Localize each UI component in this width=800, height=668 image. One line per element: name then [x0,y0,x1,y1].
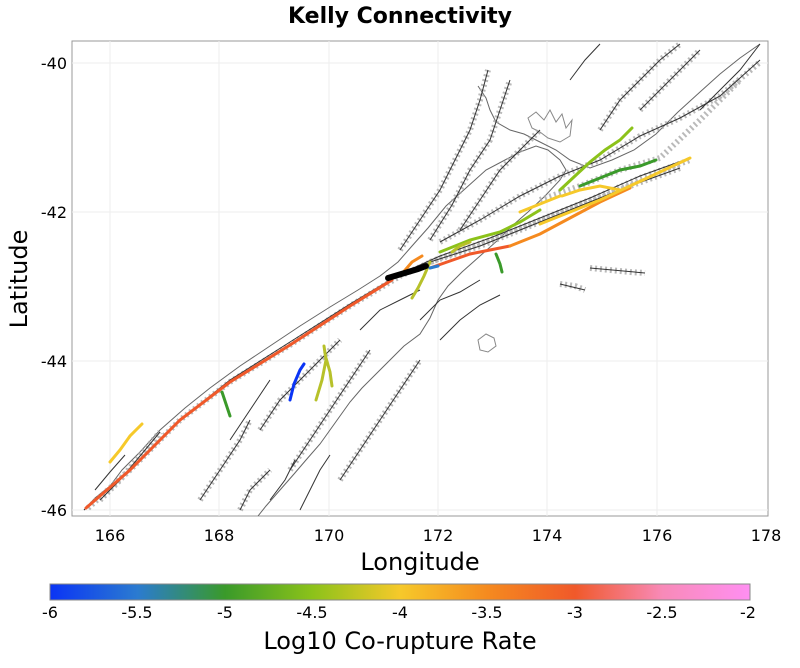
trace-cant-4 [229,379,271,441]
cb-tick-3: -4.5 [296,603,327,622]
x-tick-174: 174 [532,526,563,545]
x-tick-170: 170 [314,526,345,545]
surface-awatere [539,77,743,203]
trace-fiord-2 [94,454,126,491]
cb-tick-0: -6 [42,603,58,622]
y-axis-ticks: -40 -42 -44 -46 [41,54,67,520]
trace-ni-2 [639,49,701,111]
x-tick-168: 168 [204,526,235,545]
y-tick-44: -44 [41,352,67,371]
x-tick-178: 178 [751,526,782,545]
trace-otago-2 [239,469,271,511]
trace-cant-6 [419,279,481,321]
rupture-green-4 [494,252,504,274]
x-tick-176: 176 [642,526,673,545]
trace-otago-4 [269,459,296,501]
rupture-blue-1 [288,362,306,402]
rupture-green-3 [578,158,658,188]
x-tick-172: 172 [423,526,454,545]
trace-cant-2 [289,349,371,471]
chart-title: Kelly Connectivity [288,4,512,29]
rupture-yellow-1 [538,156,692,226]
trace-ni-4 [699,43,761,111]
cb-tick-6: -3 [567,603,583,622]
source-rupture [385,263,429,281]
trace-otago-1 [199,419,251,501]
x-axis-label: Longitude [360,548,479,576]
rupture-yellow-3 [108,422,144,464]
rupture-olive-3 [324,356,334,388]
x-tick-166: 166 [95,526,126,545]
corupture-faults [84,126,692,510]
trace-ni-3 [569,43,601,81]
trace-nw-2 [429,79,511,241]
trace-cant-1 [259,339,341,431]
rupture-yellow-2 [518,194,562,214]
banks-peninsula [477,333,497,353]
rupture-blue-2 [428,264,440,270]
plot-area [71,40,769,517]
trace-otago-3 [299,454,331,511]
cb-tick-1: -5.5 [121,603,152,622]
trace-nw-1 [399,69,489,251]
y-tick-46: -46 [41,501,67,520]
rupture-olive-2 [314,344,328,402]
rupture-green-1 [438,208,542,254]
coastline [83,145,567,516]
rupture-yellow-4 [560,184,622,198]
trace-nw-3 [459,129,541,231]
surface-offshore-2 [559,281,587,293]
trace-cant-3 [339,359,421,481]
rupture-alpine-north [428,244,512,270]
rupture-orange-1 [508,186,632,248]
marlborough-sounds [527,108,573,143]
trace-offshore-2 [559,283,586,291]
rupture-olive-4 [450,240,472,254]
y-tick-42: -42 [41,203,67,222]
trace-cant-7 [439,294,501,341]
y-tick-40: -40 [41,54,67,73]
trace-cant-5 [359,289,421,331]
gridlines [72,41,768,516]
trace-offshore [589,267,646,274]
colorbar-ticks: -6 -5.5 -5 -4.5 -4 -3.5 -3 -2.5 -2 [42,603,756,622]
rupture-green-2 [558,126,634,192]
x-axis-ticks: 166 168 170 172 174 176 178 [95,526,782,545]
colorbar [49,583,751,601]
rupture-olive-1 [410,260,432,300]
cb-tick-4: -4 [392,603,408,622]
colorbar-label: Log10 Co-rupture Rate [263,627,536,655]
cb-tick-5: -3.5 [471,603,502,622]
cb-tick-8: -2 [740,603,756,622]
north-island-coast [477,43,761,169]
rupture-alpine-south [84,278,394,510]
y-axis-label: Latitude [5,230,33,329]
trace-ni-1 [599,43,681,131]
cb-tick-2: -5 [217,603,233,622]
cb-tick-7: -2.5 [646,603,677,622]
rupture-green-5 [220,390,232,418]
